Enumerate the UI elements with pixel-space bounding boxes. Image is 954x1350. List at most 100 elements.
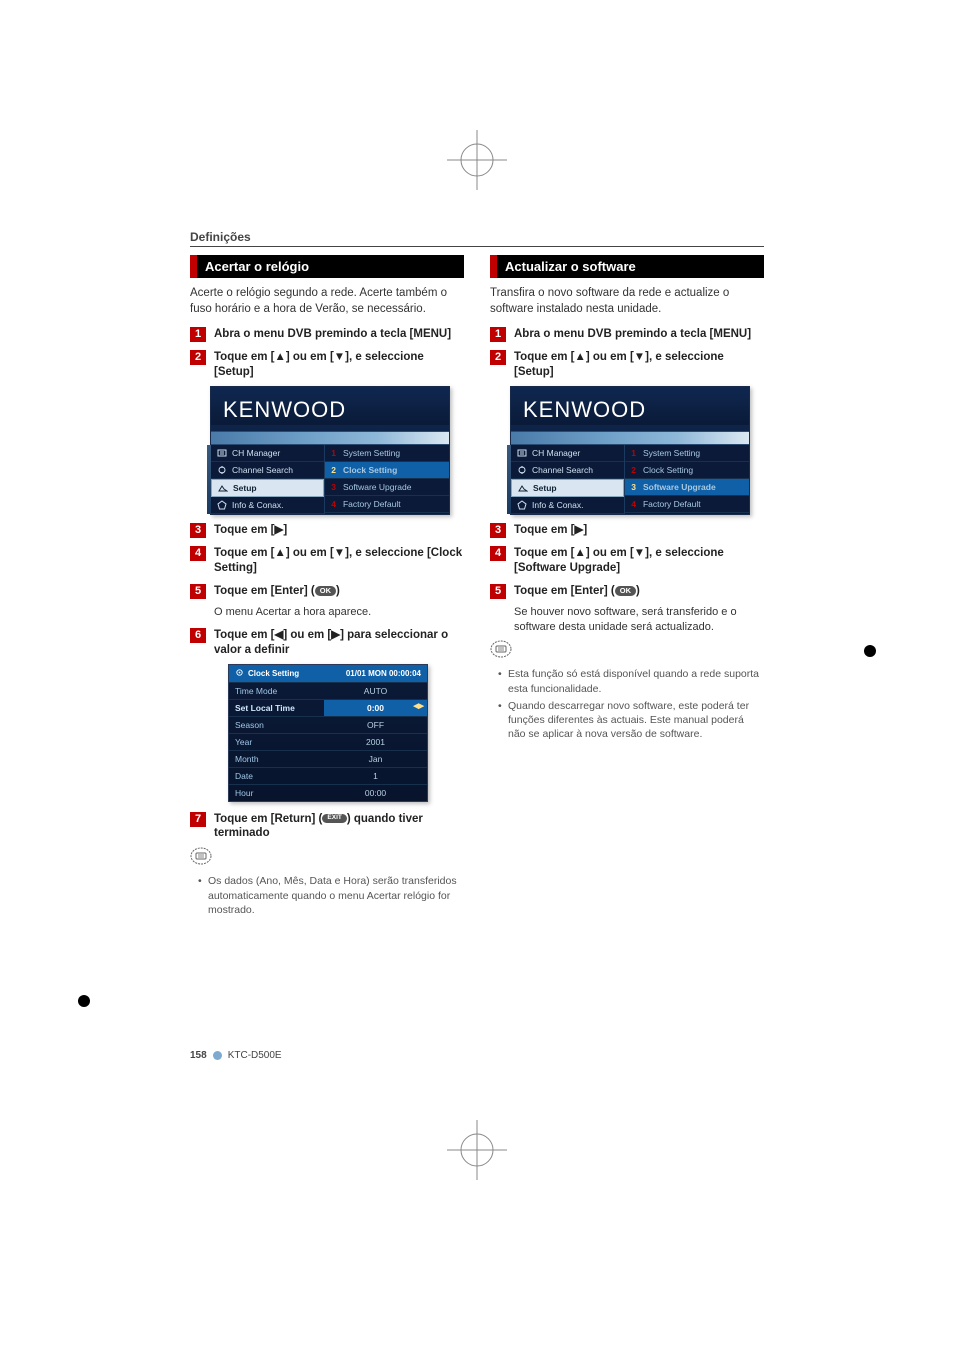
note-icon xyxy=(190,847,464,870)
lr-arrows-icon: ◀▶ xyxy=(413,702,424,710)
step-3-right: 3 Toque em [▶] xyxy=(490,523,764,538)
step-text: Toque em [▶] xyxy=(514,523,587,538)
step5-post: ) xyxy=(636,585,640,597)
step-num: 4 xyxy=(190,546,206,561)
step-5-right: 5 Toque em [Enter] () xyxy=(490,584,764,599)
step-2-right: 2 Toque em [▲] ou em [▼], e seleccione [… xyxy=(490,350,764,380)
clock-row-value: 1 xyxy=(324,768,427,784)
menu-item-index: 4 xyxy=(631,499,636,509)
menu-sky-bar xyxy=(211,431,449,445)
menu-right-item: 3 Software Upgrade xyxy=(625,479,749,496)
menu-left-items: CH ManagerChannel SearchSetupInfo & Cona… xyxy=(211,445,324,514)
menu-item-icon xyxy=(217,500,227,510)
menu-screenshot-right: KENWOOD CH Manager Channel Search Setup Inf… xyxy=(510,386,750,515)
menu-item-label: Software Upgrade xyxy=(343,482,412,492)
menu-item-label: Info & Conax. xyxy=(532,500,584,510)
menu-item-index: 4 xyxy=(331,499,336,509)
note-item: Os dados (Ano, Mês, Data e Hora) serão t… xyxy=(198,874,464,917)
menu-item-label: CH Manager xyxy=(532,448,580,458)
step5-pre: Toque em [Enter] ( xyxy=(514,585,615,597)
menu-item-label: Clock Setting xyxy=(643,465,693,475)
menu-left-items: CH Manager Channel Search Setup Info & Cona… xyxy=(511,445,624,514)
menu-logo: KENWOOD xyxy=(511,387,749,431)
step-num: 7 xyxy=(190,812,206,827)
menu-item-index: 3 xyxy=(631,482,636,492)
step5-sub-right: Se houver novo software, será transferid… xyxy=(514,605,764,635)
clock-row-label: Set Local Time xyxy=(229,700,324,716)
note-icon xyxy=(490,640,764,663)
clock-row: Date1 xyxy=(229,767,427,784)
clock-row: MonthJan xyxy=(229,750,427,767)
clock-row-value: OFF xyxy=(324,717,427,733)
intro-right: Transfira o novo software da rede e actu… xyxy=(490,286,764,317)
clock-row: Time ModeAUTO xyxy=(229,682,427,699)
step-num: 4 xyxy=(490,546,506,561)
step-4-right: 4 Toque em [▲] ou em [▼], e seleccione [… xyxy=(490,546,764,576)
menu-item-label: Clock Setting xyxy=(343,465,397,475)
step5-pre: Toque em [Enter] ( xyxy=(214,585,315,597)
clock-row-label: Date xyxy=(229,768,324,784)
ok-pill-icon xyxy=(315,586,336,596)
menu-sky-bar xyxy=(511,431,749,445)
menu-item-label: Info & Conax. xyxy=(232,500,284,510)
clock-row-label: Hour xyxy=(229,785,324,801)
step-num: 3 xyxy=(490,523,506,538)
step-text: Toque em [▶] xyxy=(214,523,287,538)
menu-item-label: CH Manager xyxy=(232,448,280,458)
menu-item-label: Setup xyxy=(533,483,557,493)
gear-icon xyxy=(235,668,244,679)
step-text: Abra o menu DVB premindo a tecla [MENU] xyxy=(214,327,451,342)
menu-item-label: Channel Search xyxy=(232,465,293,475)
menu-item-index: 2 xyxy=(331,465,336,475)
clock-row-value: AUTO xyxy=(324,683,427,699)
menu-left-item: CH Manager xyxy=(211,445,324,462)
section-label: Definições xyxy=(190,230,764,247)
menu-item-icon xyxy=(218,483,228,493)
columns: Acertar o relógio Acerte o relógio segun… xyxy=(190,255,764,920)
note-item: Quando descarregar novo software, este p… xyxy=(498,699,764,742)
header-bar-red xyxy=(490,255,497,278)
step-text: Toque em [Return] () quando tiver termin… xyxy=(214,812,464,842)
menu-item-label: Software Upgrade xyxy=(643,482,716,492)
step-7-left: 7 Toque em [Return] () quando tiver term… xyxy=(190,812,464,842)
clock-row-value: 2001 xyxy=(324,734,427,750)
menu-item-label: System Setting xyxy=(643,448,700,458)
menu-left-edge xyxy=(207,445,211,514)
menu-right-pane: 1System Setting 2 Clock Setting 3 Software U… xyxy=(325,445,449,514)
step7-pre: Toque em [Return] ( xyxy=(214,813,322,825)
menu-right-items: 1System Setting 2 Clock Setting 3 Software U… xyxy=(325,445,449,513)
clock-row-label: Season xyxy=(229,717,324,733)
step-num: 3 xyxy=(190,523,206,538)
clock-row: Hour00:00 xyxy=(229,784,427,801)
notes-right: Esta função só está disponível quando a … xyxy=(498,667,764,741)
menu-item-icon xyxy=(517,465,527,475)
notes-left: Os dados (Ano, Mês, Data e Hora) serão t… xyxy=(198,874,464,917)
step-3-left: 3 Toque em [▶] xyxy=(190,523,464,538)
menu-left-pane: CH ManagerChannel SearchSetupInfo & Cona… xyxy=(211,445,325,514)
menu-right-pane: 1System Setting2Clock Setting3Software U… xyxy=(625,445,749,514)
step-4-left: 4 Toque em [▲] ou em [▼], e seleccione [… xyxy=(190,546,464,576)
menu-item-icon xyxy=(518,483,528,493)
step-text: Toque em [◀] ou em [▶] para seleccionar … xyxy=(214,628,464,658)
clock-row-label: Time Mode xyxy=(229,683,324,699)
step-5-left: 5 Toque em [Enter] () xyxy=(190,584,464,599)
menu-item-icon xyxy=(517,500,527,510)
menu-item-index: 1 xyxy=(331,448,336,458)
menu-right-item: 3 Software Upgrade xyxy=(325,479,449,496)
clock-row: Year2001 xyxy=(229,733,427,750)
exit-pill-icon xyxy=(322,814,346,823)
menu-left-item: Channel Search xyxy=(211,462,324,479)
menu-left-edge xyxy=(507,445,511,514)
menu-item-index: 3 xyxy=(331,482,336,492)
menu-right-item: 1System Setting xyxy=(325,445,449,462)
step-num: 6 xyxy=(190,628,206,643)
page-footer: 158 KTC-D500E xyxy=(190,1050,764,1061)
menu-item-label: Factory Default xyxy=(643,499,701,509)
col-left: Acertar o relógio Acerte o relógio segun… xyxy=(190,255,464,920)
menu-left-item: Channel Search xyxy=(511,462,624,479)
step-num: 5 xyxy=(490,584,506,599)
page-number: 158 xyxy=(190,1050,207,1061)
clock-setting-screenshot: Clock Setting 01/01 MON 00:00:04 Time Mo… xyxy=(228,664,428,802)
menu-right-item: 4Factory Default xyxy=(325,496,449,513)
menu-right-item: 1System Setting xyxy=(625,445,749,462)
